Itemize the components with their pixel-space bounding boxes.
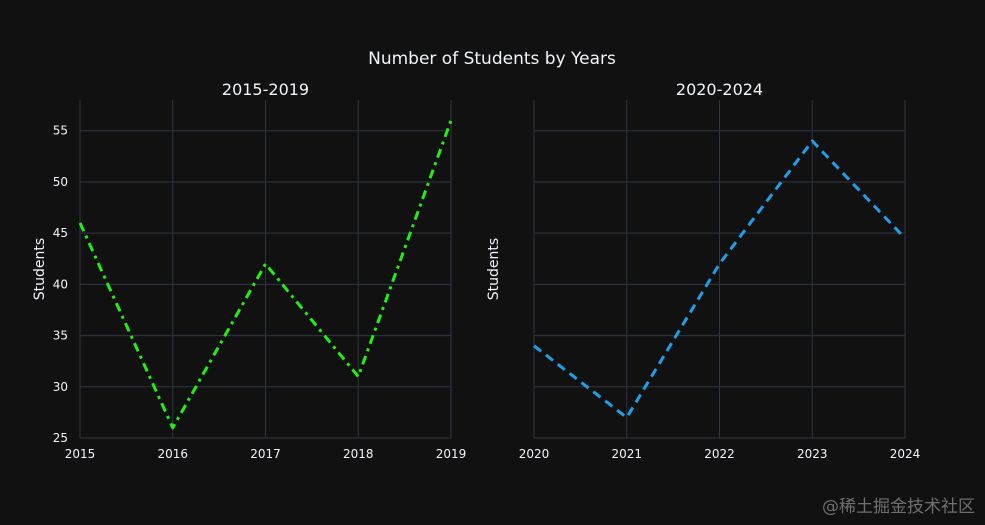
subplot-title: 2020-2024 xyxy=(676,80,763,99)
x-tick-label: 2023 xyxy=(797,447,828,461)
x-tick-label: 2016 xyxy=(157,447,188,461)
subplot-title: 2015-2019 xyxy=(222,80,309,99)
series-line xyxy=(533,139,907,420)
x-tick-label: 2024 xyxy=(890,447,921,461)
y-tick-label: 25 xyxy=(53,431,68,445)
subplot-2: 2020 2021 2022 2023 2024 2020-2024 Students xyxy=(486,80,920,461)
x-tick-label: 2018 xyxy=(343,447,374,461)
chart-title: Number of Students by Years xyxy=(368,49,616,69)
x-tick-label: 2020 xyxy=(519,447,550,461)
x-tick-label: 2021 xyxy=(611,447,642,461)
x-tick-label: 2019 xyxy=(436,447,467,461)
watermark: @稀土掘金技术社区 xyxy=(822,497,975,517)
x-tick-label: 2015 xyxy=(65,447,96,461)
y-tick-label: 45 xyxy=(53,226,68,240)
y-tick-label: 30 xyxy=(53,380,68,394)
y-axis-label: Students xyxy=(32,238,48,300)
x-tick-label: 2017 xyxy=(250,447,281,461)
y-tick-label: 55 xyxy=(53,124,68,138)
y-axis-label: Students xyxy=(486,238,502,300)
y-tick-label: 40 xyxy=(53,277,68,291)
y-tick-label: 50 xyxy=(53,175,68,189)
subplot-1: 25 30 35 40 45 50 55 2015 2016 2017 2018 2019 2015-2… xyxy=(32,80,466,461)
y-tick-label: 35 xyxy=(53,329,68,343)
x-tick-label: 2022 xyxy=(704,447,735,461)
